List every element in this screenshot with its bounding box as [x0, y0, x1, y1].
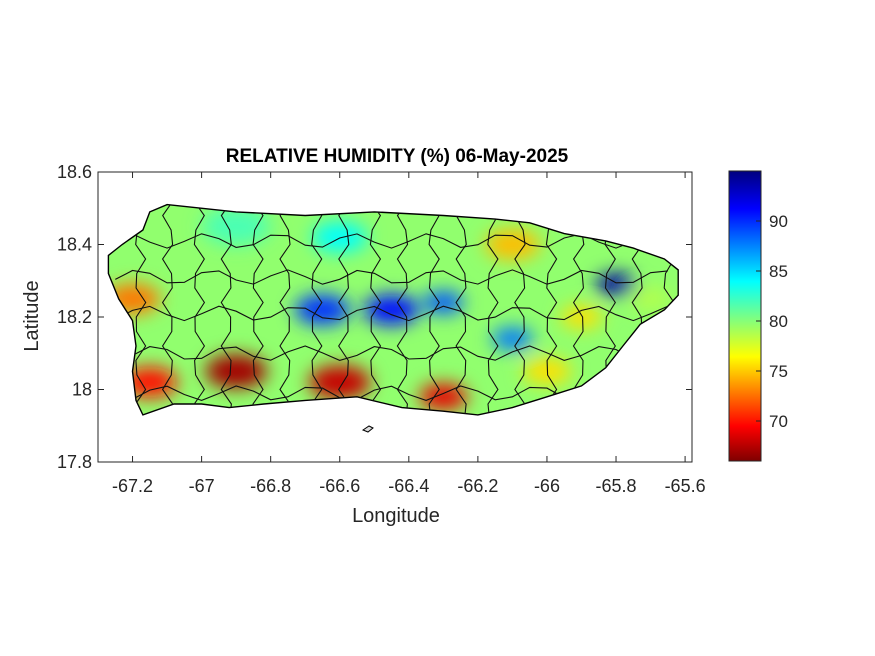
municipality-boundary [115, 345, 669, 361]
y-axis-ticks: 17.8 18 18.2 18.4 18.6 [57, 162, 692, 472]
municipality-boundaries [115, 204, 675, 415]
municipality-boundary [220, 204, 233, 415]
humidity-cell [560, 305, 603, 329]
humidity-cell [201, 207, 271, 246]
municipality-boundary [134, 204, 147, 415]
colorbar-tick-label: 70 [769, 412, 788, 431]
x-tick-label: -65.6 [665, 476, 706, 496]
colorbar-tick-label: 75 [769, 362, 788, 381]
colorbar-tick-label: 85 [769, 262, 788, 281]
humidity-cell [595, 272, 637, 296]
x-tick-label: -66.2 [457, 476, 498, 496]
humidity-cell [122, 367, 178, 398]
y-tick-label: 18.2 [57, 307, 92, 327]
humidity-cell [205, 354, 268, 389]
humidity-cell [484, 229, 541, 260]
caja-de-muertos-islet [361, 425, 374, 433]
municipality-boundary [252, 204, 264, 415]
x-tick-label: -66.8 [250, 476, 291, 496]
y-tick-label: 18.4 [57, 235, 92, 255]
x-tick-label: -66.6 [319, 476, 360, 496]
colorbar-ticks: 70 75 80 85 90 [756, 212, 788, 431]
humidity-cell [629, 287, 672, 311]
colorbar-tick-label: 90 [769, 212, 788, 231]
x-tick-label: -67.2 [112, 476, 153, 496]
plot-area: -67.2 -67 -66.8 -66.6 -66.4 -66.2 -66 -65.8 -65.… [57, 162, 706, 496]
x-axis-ticks: -67.2 -67 -66.8 -66.6 -66.4 -66.2 -66 -65.8 -65.… [112, 172, 706, 496]
municipality-boundary [193, 204, 206, 415]
municipality-boundary [369, 204, 382, 415]
x-axis-label: Longitude [352, 505, 440, 527]
x-tick-label: -67 [189, 476, 215, 496]
municipality-boundary [115, 305, 669, 322]
municipality-boundary [572, 204, 585, 415]
x-tick-label: -66.4 [388, 476, 429, 496]
y-tick-label: 18.6 [57, 162, 92, 182]
colorbar: 70 75 80 85 90 [728, 170, 788, 462]
y-tick-label: 18 [72, 380, 92, 400]
humidity-cell [422, 291, 465, 314]
x-tick-label: -65.8 [596, 476, 637, 496]
municipality-boundary [545, 204, 558, 415]
colorbar-tick-label: 80 [769, 312, 788, 331]
chart-title: RELATIVE HUMIDITY (%) 06-May-2025 [226, 146, 569, 167]
municipality-boundary [396, 204, 409, 415]
municipality-boundary [115, 269, 668, 285]
humidity-cell [363, 294, 420, 325]
humidity-cell [312, 222, 368, 253]
y-tick-label: 17.8 [57, 452, 92, 472]
municipality-boundary [310, 204, 323, 415]
colorbar-gradient [728, 170, 762, 462]
humidity-cell [308, 365, 371, 400]
municipality-boundary [514, 204, 526, 415]
municipality-boundary [455, 204, 468, 415]
municipality-boundary [161, 204, 174, 415]
y-axis-label: Latitude [21, 280, 43, 351]
humidity-cell [419, 383, 468, 411]
municipality-boundary [338, 204, 350, 415]
municipality-boundary [486, 204, 499, 415]
humidity-cell [294, 294, 351, 325]
x-tick-label: -66 [534, 476, 560, 496]
